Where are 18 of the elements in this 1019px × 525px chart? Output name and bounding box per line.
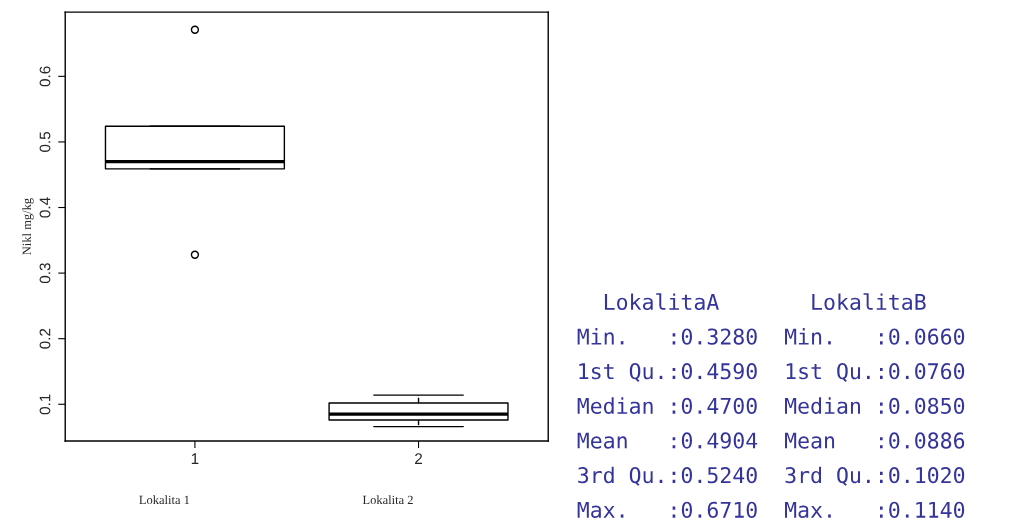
text: Median :0.4700 Median :0.0850 [577, 397, 965, 415]
text: 3rd Qu.:0.5240 3rd Qu.:0.1020 [578, 466, 965, 486]
y-tick-label: 0.6 [39, 66, 51, 87]
y-tick-label: 0.4 [39, 197, 51, 218]
text: Mean :0.4904 Mean :0.0886 [577, 432, 965, 449]
x-tick-label: 2 [415, 453, 423, 464]
text: Max. :0.6710 Max. :0.1140 [577, 501, 965, 518]
y-tick-label: 0.2 [39, 328, 51, 349]
y-tick-label: 0.5 [39, 131, 51, 152]
text: LokalitaA LokalitaB [604, 293, 926, 311]
y-tick-label: 0.1 [39, 394, 51, 415]
y-axis-title: Nikl mg/kg [22, 198, 34, 255]
text: Lokalita 1 [139, 495, 190, 505]
text: 1st Qu.:0.4590 1st Qu.:0.0760 [579, 363, 965, 382]
x-tick-label: 1 [191, 453, 199, 464]
y-tick-label: 0.3 [39, 263, 51, 284]
text: Lokalita 2 [362, 495, 413, 505]
text: Min. :0.3280 Min. :0.0660 [577, 328, 965, 345]
